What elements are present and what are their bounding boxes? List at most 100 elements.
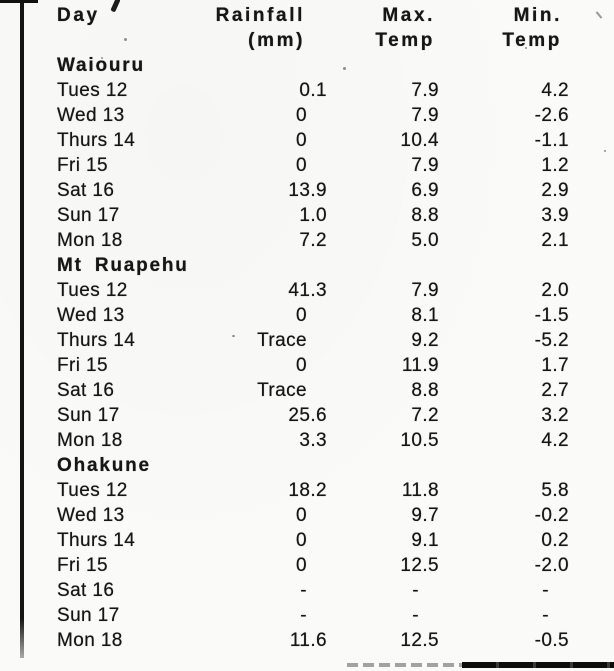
rainfall-cell: 13.9	[288, 180, 327, 201]
day-cell: Tues 12	[57, 280, 128, 301]
section-row: Ohakune	[57, 453, 569, 478]
column-header-day-line2	[57, 28, 205, 53]
table-row: Thurs 14 0 9.1 0.2	[57, 528, 569, 553]
day-cell: Sun 17	[57, 605, 120, 626]
section-row: Mt Ruapehu	[57, 253, 569, 278]
max-temp-cell: 7.9	[411, 280, 439, 301]
table-row: Tues 12 18.2 11.8 5.8	[57, 478, 569, 503]
max-temp-cell: 12.5	[400, 630, 439, 651]
header-row-1: Day Rainfall Max. Min.	[57, 3, 569, 28]
table-row: Sun 17 25.6 7.2 3.2	[57, 403, 569, 428]
day-cell: Fri 15	[57, 555, 108, 576]
day-cell: Tues 12	[57, 80, 128, 101]
column-header-max-temp-line2: Temp	[375, 30, 435, 51]
max-temp-cell: 7.9	[411, 155, 439, 176]
min-temp-cell: 2.1	[541, 230, 569, 251]
table-row: Sat 16 - - -	[57, 578, 569, 603]
rainfall-cell: 0	[296, 130, 307, 151]
scan-speckle	[232, 335, 235, 337]
column-header-rainfall: Rainfall	[215, 5, 305, 26]
max-temp-cell: 11.8	[401, 480, 439, 501]
day-cell: Thurs 14	[57, 530, 136, 551]
rainfall-cell: 0	[296, 555, 307, 576]
max-temp-cell: 7.9	[411, 80, 439, 101]
rainfall-cell: 0	[296, 105, 307, 126]
min-temp-cell: 2.7	[541, 380, 569, 401]
rainfall-cell: 0	[296, 305, 307, 326]
min-temp-cell: 3.9	[541, 205, 569, 226]
day-cell: Sat 16	[57, 180, 115, 201]
day-cell: Mon 18	[57, 630, 123, 651]
min-temp-cell: 4.2	[541, 430, 569, 451]
min-temp-cell: 1.2	[541, 155, 569, 176]
table-row: Sat 16 Trace 8.8 2.7	[57, 378, 569, 403]
day-cell: Mon 18	[57, 430, 123, 451]
table-row: Mon 18 7.2 5.0 2.1	[57, 228, 569, 253]
table-row: Mon 18 3.3 10.5 4.2	[57, 428, 569, 453]
day-cell: Wed 13	[57, 505, 125, 526]
min-temp-cell: -	[542, 605, 549, 626]
section-row: Waiouru	[57, 53, 569, 78]
day-cell: Wed 13	[57, 305, 125, 326]
day-cell: Sun 17	[57, 205, 120, 226]
table-row: Sun 17 1.0 8.8 3.9	[57, 203, 569, 228]
rainfall-cell: 0	[296, 355, 307, 376]
min-temp-cell: -5.2	[534, 330, 569, 351]
scan-speckle	[525, 47, 527, 49]
table-row: Fri 15 0 7.9 1.2	[57, 153, 569, 178]
max-temp-cell: 7.2	[411, 405, 439, 426]
table-row: Wed 13 0 7.9 -2.6	[57, 103, 569, 128]
day-cell: Sat 16	[57, 380, 115, 401]
min-temp-cell: 0.2	[541, 530, 569, 551]
max-temp-cell: -	[412, 580, 419, 601]
top-edge-mark	[0, 0, 38, 3]
min-temp-cell: -	[542, 580, 549, 601]
rainfall-cell: Trace	[257, 330, 307, 351]
table-row: Wed 13 0 8.1 -1.5	[57, 303, 569, 328]
scan-speckle	[101, 57, 103, 59]
min-temp-cell: 2.9	[541, 180, 569, 201]
column-header-min-temp: Min.	[513, 5, 562, 26]
rainfall-cell: 11.6	[289, 630, 327, 651]
table-row: Tues 12 0.1 7.9 4.2	[57, 78, 569, 103]
day-cell: Fri 15	[57, 155, 108, 176]
section-name: Mt Ruapehu	[57, 255, 189, 276]
min-temp-cell: 5.8	[541, 480, 569, 501]
bottom-rule-faded	[347, 663, 465, 667]
max-temp-cell: 9.1	[411, 530, 439, 551]
table-row: Fri 15 0 12.5 -2.0	[57, 553, 569, 578]
rainfall-cell: -	[300, 605, 307, 626]
max-temp-cell: 9.2	[411, 330, 439, 351]
rainfall-cell: -	[300, 580, 307, 601]
max-temp-cell: 8.8	[411, 380, 439, 401]
rainfall-cell: 18.2	[288, 480, 327, 501]
rainfall-cell: 0.1	[299, 80, 327, 101]
min-temp-cell: -1.5	[534, 305, 569, 326]
column-header-max-temp: Max.	[382, 5, 435, 26]
scan-speckle	[604, 150, 606, 152]
min-temp-cell: -1.1	[534, 130, 569, 151]
max-temp-cell: 12.5	[400, 555, 439, 576]
scan-speckle	[343, 67, 346, 70]
table-row: Wed 13 0 9.7 -0.2	[57, 503, 569, 528]
table-row: Tues 12 41.3 7.9 2.0	[57, 278, 569, 303]
max-temp-cell: 11.9	[401, 355, 439, 376]
column-header-min-temp-line2: Temp	[502, 30, 562, 51]
rainfall-cell: Trace	[257, 380, 307, 401]
max-temp-cell: 10.4	[400, 130, 439, 151]
table-row: Fri 15 0 11.9 1.7	[57, 353, 569, 378]
max-temp-cell: 6.9	[411, 180, 439, 201]
table-header: Day Rainfall Max. Min. (mm) Temp Temp	[57, 3, 569, 53]
rainfall-cell: 25.6	[288, 405, 327, 426]
day-cell: Tues 12	[57, 480, 128, 501]
min-temp-cell: 3.2	[541, 405, 569, 426]
max-temp-cell: 8.8	[411, 205, 439, 226]
min-temp-cell: -2.6	[534, 105, 569, 126]
day-cell: Mon 18	[57, 230, 123, 251]
rainfall-cell: 3.3	[299, 430, 327, 451]
rainfall-cell: 0	[296, 155, 307, 176]
day-cell: Sat 16	[57, 580, 115, 601]
table-row: Sun 17 - - -	[57, 603, 569, 628]
min-temp-cell: 2.0	[541, 280, 569, 301]
